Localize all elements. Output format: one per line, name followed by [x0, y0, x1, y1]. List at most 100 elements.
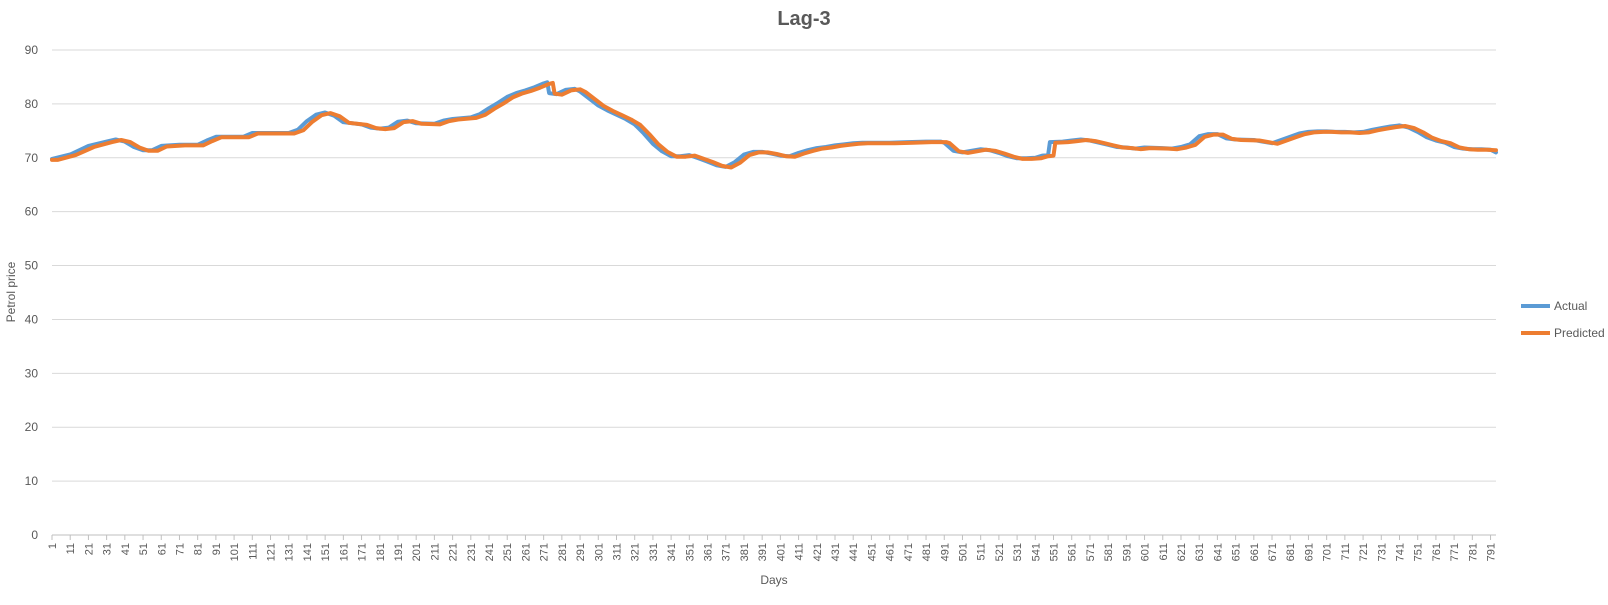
x-tick-label: 431: [830, 543, 842, 561]
x-tick-label: 1: [47, 543, 59, 549]
x-tick-label: 131: [284, 543, 296, 561]
x-tick-label: 371: [721, 543, 733, 561]
x-tick-label: 551: [1049, 543, 1061, 561]
y-tick-label: 20: [25, 420, 39, 434]
x-tick-label: 91: [211, 543, 223, 555]
x-axis: 1 11 21 31 41 51 61 71 81 91 101 111 121 131 141 151 161…: [47, 534, 1498, 561]
x-tick-label: 401: [775, 543, 787, 561]
y-axis-label: Petrol price: [4, 261, 18, 322]
x-tick-label: 571: [1085, 543, 1097, 561]
x-tick-label: 441: [848, 543, 860, 561]
x-tick-label: 511: [976, 543, 988, 561]
x-tick-label: 251: [502, 543, 514, 561]
x-tick-label: 491: [939, 543, 951, 561]
chart-title: Lag-3: [777, 8, 830, 30]
x-tick-label: 461: [885, 543, 897, 561]
x-tick-label: 21: [83, 543, 95, 555]
x-tick-label: 61: [156, 543, 168, 555]
x-tick-label: 651: [1231, 543, 1243, 561]
x-tick-label: 221: [448, 543, 460, 561]
y-tick-label: 90: [25, 43, 39, 57]
x-tick-label: 391: [757, 543, 769, 561]
x-tick-label: 261: [520, 543, 532, 561]
x-tick-label: 281: [557, 543, 569, 561]
x-axis-label: Days: [760, 573, 787, 587]
x-tick-label: 161: [338, 543, 350, 561]
x-tick-label: 151: [320, 543, 332, 561]
x-tick-label: 691: [1303, 543, 1315, 561]
x-tick-label: 211: [429, 543, 441, 561]
y-tick-label: 10: [25, 474, 39, 488]
x-tick-label: 351: [684, 543, 696, 561]
x-tick-label: 701: [1322, 543, 1334, 561]
x-tick-label: 781: [1467, 543, 1479, 561]
y-tick-label: 80: [25, 97, 39, 111]
x-tick-label: 31: [102, 543, 114, 555]
x-tick-label: 531: [1012, 543, 1024, 561]
x-tick-label: 231: [466, 543, 478, 561]
x-tick-label: 381: [739, 543, 751, 561]
x-tick-label: 561: [1067, 543, 1079, 561]
x-tick-label: 71: [174, 543, 186, 555]
x-tick-label: 501: [957, 543, 969, 561]
x-tick-label: 311: [611, 543, 623, 561]
x-tick-label: 481: [921, 543, 933, 561]
x-tick-label: 661: [1249, 543, 1261, 561]
x-tick-label: 621: [1176, 543, 1188, 561]
x-tick-label: 721: [1358, 543, 1370, 561]
x-tick-label: 41: [120, 543, 132, 555]
x-tick-label: 331: [648, 543, 660, 561]
x-tick-label: 411: [794, 543, 806, 561]
legend-label-predicted: Predicted: [1554, 326, 1605, 340]
legend-label-actual: Actual: [1554, 299, 1587, 313]
x-tick-label: 521: [994, 543, 1006, 561]
x-tick-label: 471: [903, 543, 915, 561]
x-tick-label: 291: [575, 543, 587, 561]
y-tick-label: 40: [25, 312, 39, 326]
series-lines: [50, 80, 1498, 170]
x-tick-label: 751: [1413, 543, 1425, 561]
x-tick-label: 301: [593, 543, 605, 561]
x-tick-label: 361: [703, 543, 715, 561]
x-tick-label: 11: [65, 543, 77, 554]
x-tick-label: 341: [666, 543, 678, 561]
x-tick-label: 201: [411, 543, 423, 561]
x-tick-label: 181: [375, 543, 387, 561]
x-tick-label: 711: [1340, 543, 1352, 561]
gridlines: [52, 49, 1496, 482]
x-tick-label: 681: [1285, 543, 1297, 561]
x-tick-label: 761: [1431, 543, 1443, 561]
x-tick-label: 191: [393, 543, 405, 561]
y-tick-label: 60: [25, 205, 39, 219]
x-tick-label: 121: [266, 543, 278, 561]
x-tick-label: 321: [630, 543, 642, 561]
x-tick-label: 631: [1194, 543, 1206, 561]
series-line-predicted: [50, 80, 1498, 170]
x-tick-label: 241: [484, 543, 496, 561]
x-tick-label: 271: [539, 543, 551, 561]
x-tick-label: 591: [1121, 543, 1133, 561]
x-tick-label: 731: [1376, 543, 1388, 561]
x-tick-label: 51: [138, 543, 150, 555]
x-tick-label: 741: [1394, 543, 1406, 561]
y-axis-ticks: 0 10 20 30 40 50 60 70 80 90: [25, 43, 39, 542]
x-tick-label: 641: [1212, 543, 1224, 561]
x-tick-label: 671: [1267, 543, 1279, 561]
x-tick-label: 451: [866, 543, 878, 561]
x-tick-label: 141: [302, 543, 314, 561]
x-tick-label: 101: [229, 543, 241, 561]
legend: Actual Predicted: [1521, 299, 1605, 340]
y-tick-label: 30: [25, 366, 39, 380]
y-tick-label: 0: [31, 528, 38, 542]
x-tick-label: 771: [1449, 543, 1461, 561]
x-tick-label: 541: [1030, 543, 1042, 561]
y-tick-label: 70: [25, 151, 39, 165]
x-tick-label: 581: [1103, 543, 1115, 561]
x-tick-label: 421: [812, 543, 824, 561]
x-tick-label: 601: [1140, 543, 1152, 561]
x-tick-label: 81: [193, 543, 205, 555]
x-tick-label: 111: [247, 543, 259, 560]
x-tick-label: 791: [1486, 543, 1498, 561]
